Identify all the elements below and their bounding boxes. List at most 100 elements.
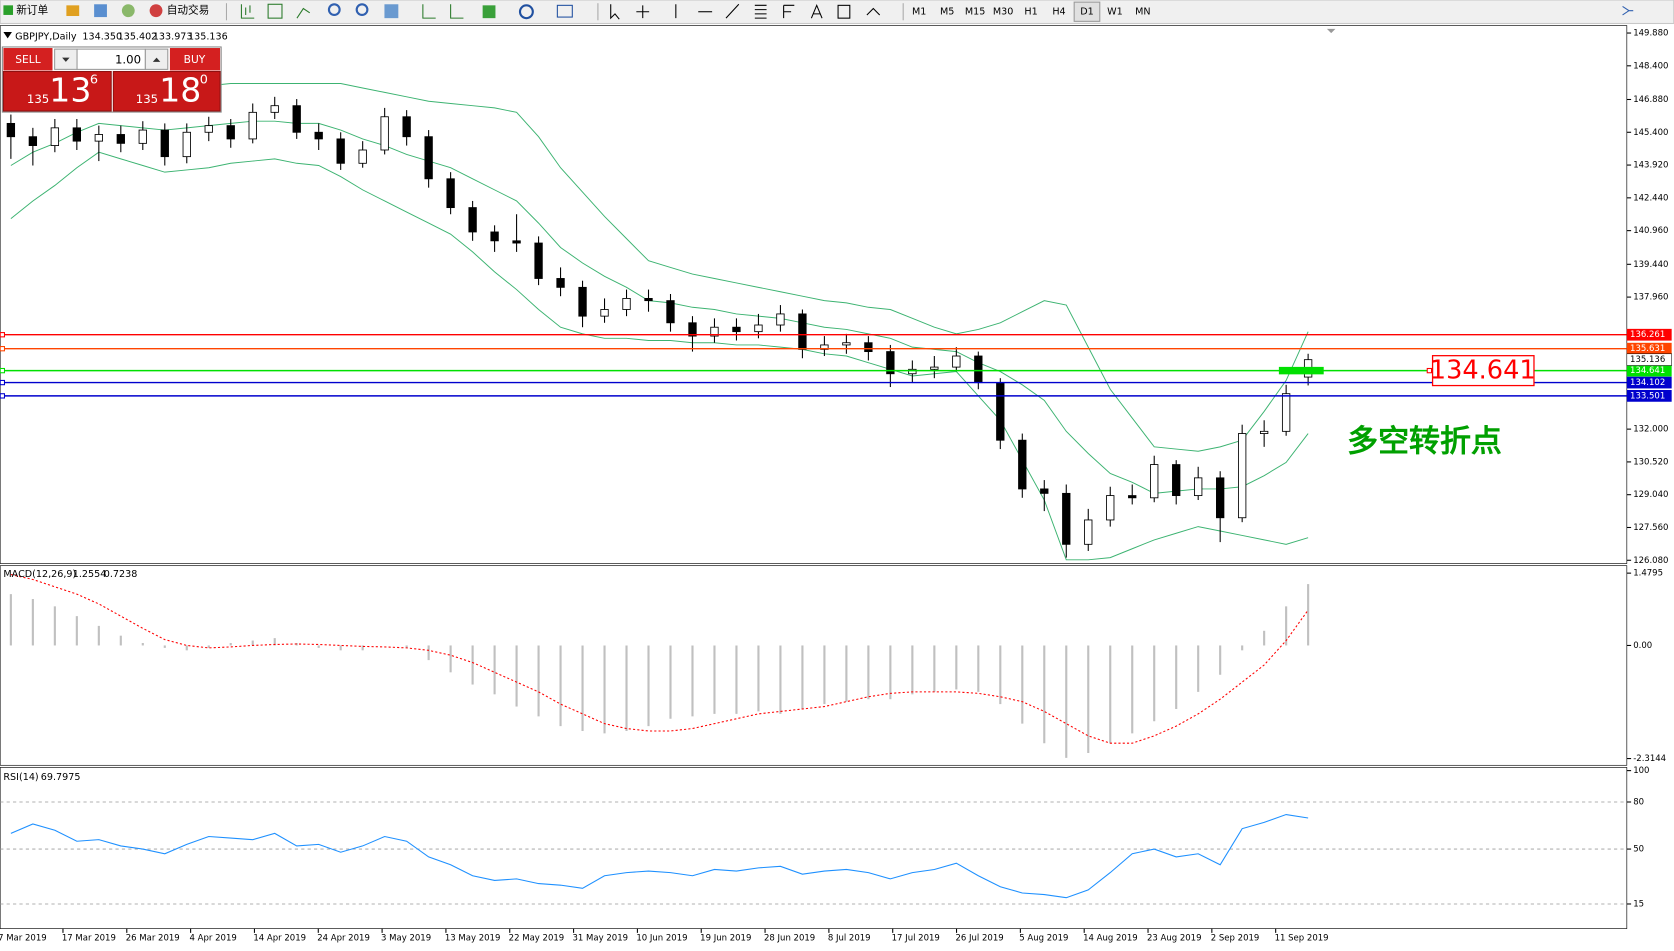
candle-body xyxy=(248,111,257,140)
icon[interactable] xyxy=(355,3,369,17)
icon[interactable] xyxy=(121,4,135,18)
x-tick-label: 17 Jul 2019 xyxy=(892,934,940,944)
indicator-title: MACD(12,26,9) xyxy=(3,569,76,580)
text-tool[interactable] xyxy=(810,3,823,19)
candle-body xyxy=(534,242,543,279)
current-price-bg xyxy=(1626,353,1672,366)
x-tick-label: 10 Jun 2019 xyxy=(636,934,687,944)
timeframe-button[interactable]: H1 xyxy=(1024,7,1037,18)
candle-body xyxy=(402,116,411,138)
timeframe-active[interactable] xyxy=(1073,1,1101,22)
icon[interactable] xyxy=(267,3,283,19)
channel-tool[interactable] xyxy=(754,4,767,19)
candle-body xyxy=(270,105,279,113)
price-tag-bg xyxy=(1626,342,1672,355)
timeframe-button[interactable]: M15 xyxy=(965,7,985,18)
candle-body xyxy=(842,342,851,346)
icon[interactable] xyxy=(94,4,107,18)
icon[interactable] xyxy=(240,4,255,19)
icon[interactable] xyxy=(482,5,496,19)
candle-body xyxy=(1106,495,1115,521)
buy-button[interactable] xyxy=(169,48,221,71)
x-tick-label: 14 Apr 2019 xyxy=(253,934,306,944)
candle-body xyxy=(160,129,169,158)
candle-body xyxy=(732,326,741,333)
arrow xyxy=(152,57,161,62)
candle-body xyxy=(622,297,631,310)
candle-body xyxy=(1172,464,1181,497)
ask-big-figure: 135 xyxy=(136,92,158,106)
rsi-line xyxy=(10,814,1309,899)
candle-body xyxy=(204,125,213,133)
y-tick-label: 1.4795 xyxy=(1633,569,1663,579)
timeframe-bar: M1 M5 M15 M30 H1 H4 D1 W1 MN xyxy=(912,1,1151,22)
candle-body xyxy=(336,138,345,164)
trendline-tool[interactable] xyxy=(725,3,740,19)
icon xyxy=(149,4,163,18)
candle-body xyxy=(72,127,82,142)
price-tag: 136.261 xyxy=(1630,330,1665,340)
y-tick-label: 146.880 xyxy=(1633,95,1668,105)
timeframe-button[interactable]: M1 xyxy=(912,7,926,18)
sell-button[interactable] xyxy=(3,48,53,71)
icon[interactable] xyxy=(1622,5,1634,16)
crosshair-tool[interactable] xyxy=(636,5,650,19)
price-tag-bg xyxy=(1626,364,1672,377)
candle-body xyxy=(182,131,191,158)
candle-body xyxy=(50,127,60,146)
price-tag: 135.631 xyxy=(1630,344,1665,354)
candle-body xyxy=(28,136,38,146)
price-tag: 134.641 xyxy=(1630,366,1665,376)
y-tick-label: 129.040 xyxy=(1633,490,1668,500)
new-order-button[interactable]: 新订单 xyxy=(3,4,49,17)
icon[interactable] xyxy=(556,4,573,18)
y-tick-label: 126.080 xyxy=(1633,556,1668,566)
icon[interactable] xyxy=(518,4,534,20)
bid-price-box[interactable] xyxy=(2,70,112,112)
x-tick-label: 4 Apr 2019 xyxy=(190,934,237,944)
icon[interactable] xyxy=(296,7,311,19)
buy-label[interactable]: BUY xyxy=(184,53,206,66)
candle-body xyxy=(380,116,389,151)
cursor-tool[interactable] xyxy=(610,4,620,20)
icon[interactable] xyxy=(327,3,341,17)
fibo-tool[interactable] xyxy=(783,4,795,19)
timeframe-button[interactable]: W1 xyxy=(1107,7,1123,18)
icon[interactable] xyxy=(66,5,80,17)
candle-body xyxy=(1150,464,1159,499)
icon[interactable] xyxy=(450,4,464,19)
x-tick-label: 26 Mar 2019 xyxy=(126,934,180,944)
arrow-tool[interactable] xyxy=(866,7,881,16)
y-tick-label: 143.920 xyxy=(1633,161,1668,171)
candle-body xyxy=(1018,439,1027,490)
level-handle xyxy=(0,379,6,386)
lot-value[interactable]: 1.00 xyxy=(115,52,141,66)
price-tag-bg xyxy=(1626,328,1672,341)
candle-body xyxy=(490,231,499,242)
timeframe-button[interactable]: M30 xyxy=(993,7,1014,18)
candle-body xyxy=(94,134,103,142)
label-tool[interactable] xyxy=(837,4,851,19)
button-label[interactable]: 新订单 xyxy=(16,4,48,17)
candle-body xyxy=(468,207,477,233)
auto-trading-button[interactable]: 自动交易 xyxy=(149,4,210,18)
ask-price-box[interactable] xyxy=(112,70,221,112)
annotation: 多空转折点 xyxy=(1347,423,1502,459)
candle-body xyxy=(710,326,719,337)
bid-pips: 13 xyxy=(49,70,91,109)
main-pane xyxy=(0,25,1628,564)
y-tick-label: 137.960 xyxy=(1633,293,1668,303)
icon[interactable] xyxy=(422,4,436,19)
y-tick-label: 140.960 xyxy=(1633,226,1668,236)
timeframe-button[interactable]: MN xyxy=(1135,7,1150,18)
icon[interactable] xyxy=(384,4,399,19)
button-label[interactable]: 自动交易 xyxy=(167,4,210,17)
x-tick-label: 8 Jul 2019 xyxy=(828,934,871,944)
timeframe-button[interactable]: M5 xyxy=(940,7,954,18)
timeframe-button[interactable]: H4 xyxy=(1052,7,1065,18)
bid-fraction: 6 xyxy=(90,73,98,88)
sell-label[interactable]: SELL xyxy=(15,53,40,66)
timeframe-button[interactable]: D1 xyxy=(1080,7,1094,18)
